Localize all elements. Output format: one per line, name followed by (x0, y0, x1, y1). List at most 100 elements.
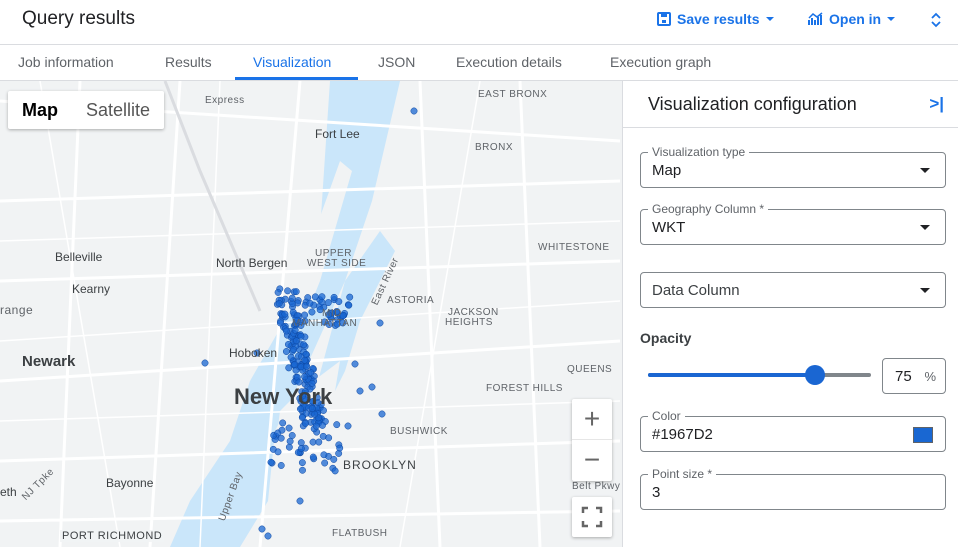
map-label: FOREST HILLS (486, 383, 563, 394)
map-type-control: Map Satellite (8, 91, 165, 129)
data-point (294, 316, 301, 324)
data-point (410, 107, 418, 115)
data-point (287, 353, 295, 361)
data-point (303, 362, 311, 370)
tab-execution-graph[interactable]: Execution graph (610, 54, 712, 70)
data-point (284, 287, 292, 295)
data-point (297, 445, 305, 453)
data-point (311, 410, 319, 418)
data-point (320, 407, 327, 414)
tab-execution-details[interactable]: Execution details (456, 54, 562, 70)
map-label: Newark (22, 353, 76, 370)
opacity-slider[interactable] (648, 365, 871, 385)
dropdown-arrow-icon (920, 168, 930, 173)
map-type-satellite-button[interactable]: Satellite (86, 100, 151, 120)
data-point (284, 340, 292, 348)
caret-down-icon (765, 17, 774, 21)
data-point (378, 410, 386, 418)
map-label: EAST BRONX (478, 89, 548, 100)
geography-column-select[interactable]: Geography Column * WKT (640, 202, 946, 245)
data-point (282, 327, 290, 335)
map-label: New York (234, 384, 333, 409)
zoom-in-button[interactable]: + (572, 399, 612, 440)
slider-thumb[interactable] (805, 365, 826, 385)
opacity-label: Opacity (640, 330, 692, 346)
tab-json[interactable]: JSON (378, 54, 416, 70)
data-point (279, 419, 287, 427)
data-point (301, 317, 309, 325)
map[interactable]: EAST BRONX Express Fort Lee BRONX WHITES… (0, 81, 622, 547)
map-label: MANHATTAN (292, 318, 358, 329)
percent-unit: % (924, 369, 936, 384)
data-point (295, 378, 303, 386)
map-label: Express (205, 95, 245, 106)
expand-collapse-icon[interactable] (930, 11, 942, 29)
map-label: UPPER (315, 248, 352, 259)
tab-visualization[interactable]: Visualization (253, 54, 332, 70)
data-point (297, 363, 305, 371)
data-point (368, 383, 376, 391)
visualization-config-panel: Visualization configuration >| Visualiza… (622, 81, 958, 547)
map-label: BROOKLYN (343, 458, 417, 472)
data-point (351, 360, 359, 368)
data-point (302, 420, 309, 427)
point-size-input[interactable]: Point size * 3 (640, 467, 946, 510)
data-point (300, 341, 308, 349)
data-point (277, 434, 285, 442)
data-point (339, 312, 347, 320)
visualization-type-select[interactable]: Visualization type Map (640, 145, 946, 188)
map-label: BRONX (475, 142, 514, 153)
zoom-control: + − (572, 399, 612, 481)
data-point (320, 451, 328, 459)
data-column-select[interactable]: Data Column (640, 272, 946, 308)
save-results-button[interactable]: Save results (657, 11, 774, 27)
page-title: Query results (22, 8, 135, 29)
data-point (318, 293, 326, 301)
map-label: MID (322, 308, 342, 319)
collapse-panel-icon[interactable]: >| (929, 94, 944, 113)
field-label: Visualization type (648, 145, 750, 159)
data-point (285, 424, 293, 432)
data-point (356, 387, 364, 395)
data-point (344, 422, 352, 430)
fullscreen-icon (581, 506, 603, 528)
data-point (335, 298, 343, 306)
color-input[interactable]: Color #1967D2 (640, 409, 946, 452)
data-point (291, 326, 299, 334)
tab-results[interactable]: Results (165, 54, 212, 70)
map-label: FLATBUSH (332, 528, 388, 539)
data-point (298, 414, 306, 421)
open-in-button[interactable]: Open in (808, 11, 896, 27)
data-point (258, 525, 266, 533)
data-point (325, 311, 332, 319)
tab-job-information[interactable]: Job information (18, 54, 114, 70)
data-point (292, 288, 300, 296)
data-point (291, 360, 299, 368)
map-label: Bayonne (106, 476, 154, 490)
map-label: BUSHWICK (390, 426, 448, 437)
map-label: HEIGHTS (445, 317, 493, 328)
field-value: #1967D2 (652, 426, 713, 443)
data-point (312, 422, 320, 430)
data-point (324, 299, 332, 307)
data-point (307, 369, 315, 377)
fullscreen-button[interactable] (572, 497, 612, 537)
data-point (309, 438, 317, 446)
zoom-out-button[interactable]: − (583, 444, 601, 475)
dropdown-arrow-icon (920, 225, 930, 230)
tab-bar: Job information Results Visualization JS… (0, 44, 958, 81)
map-label: WEST SIDE (307, 258, 367, 269)
open-in-label: Open in (829, 11, 882, 27)
data-point (281, 310, 289, 318)
opacity-value: 75 (895, 368, 912, 385)
opacity-input[interactable]: 75 % (882, 358, 946, 394)
data-point (296, 394, 304, 402)
data-point (308, 308, 316, 316)
caret-down-icon (887, 17, 896, 21)
color-swatch[interactable] (913, 427, 933, 443)
map-type-map-button[interactable]: Map (22, 100, 58, 120)
save-icon (657, 12, 671, 26)
map-base (0, 81, 621, 547)
data-point (297, 439, 305, 447)
field-label: Point size * (648, 467, 717, 481)
